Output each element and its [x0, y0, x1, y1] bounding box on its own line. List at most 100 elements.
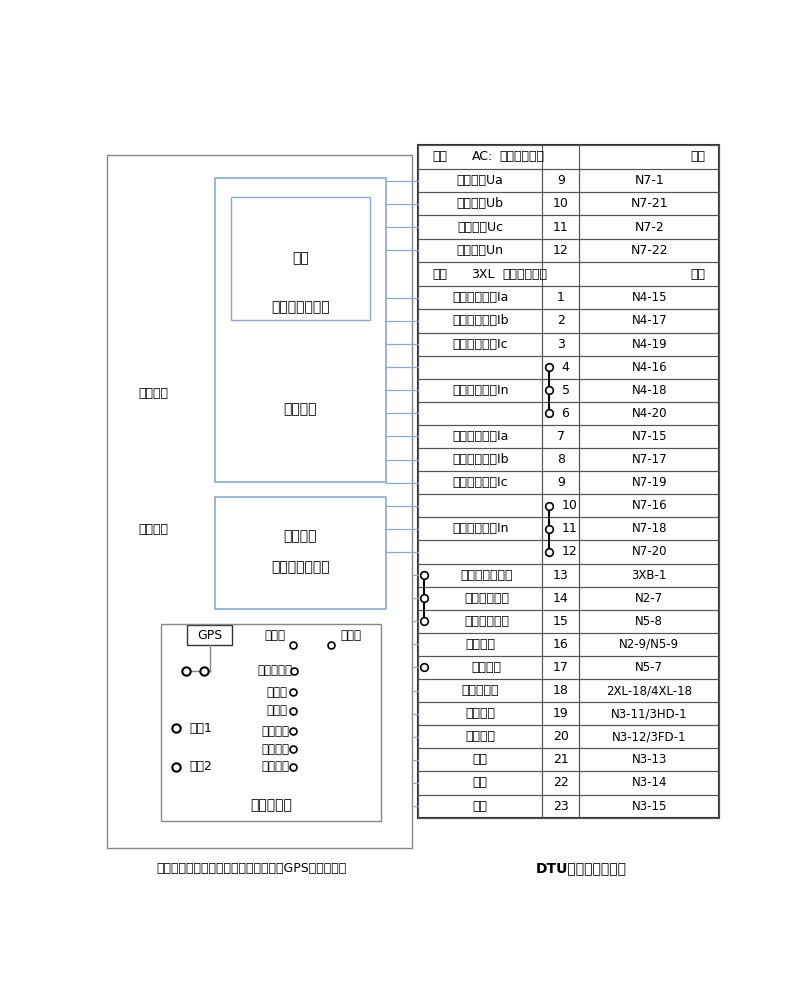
Bar	[418, 587, 541, 610]
Text: 遥信触发: 遥信触发	[138, 523, 168, 536]
Text: N7-22: N7-22	[630, 244, 667, 257]
Bar	[215, 497, 385, 609]
Text: N5-7: N5-7	[634, 661, 662, 674]
Bar	[418, 145, 718, 818]
Bar	[418, 610, 541, 633]
Bar	[579, 379, 718, 402]
Bar	[541, 587, 579, 610]
Bar	[418, 471, 541, 494]
Bar	[215, 178, 385, 482]
Bar	[541, 448, 579, 471]
Text: 保护跳闸公共端: 保护跳闸公共端	[459, 569, 512, 582]
Bar	[579, 610, 718, 633]
Bar	[541, 333, 579, 356]
Text: 合闸出口: 合闸出口	[465, 638, 495, 651]
Text: 遥信合位: 遥信合位	[261, 743, 289, 756]
Bar	[541, 610, 579, 633]
Bar	[579, 748, 718, 771]
Text: 开关合位: 开关合位	[465, 707, 495, 720]
Bar	[107, 155, 412, 848]
Text: 保护电流输入Ib: 保护电流输入Ib	[451, 314, 507, 327]
Text: 11: 11	[561, 522, 577, 535]
Bar	[418, 448, 541, 471]
Text: 17: 17	[552, 661, 568, 674]
Bar	[418, 145, 718, 169]
Text: 8: 8	[556, 453, 565, 466]
Bar	[230, 197, 369, 320]
Text: 3: 3	[556, 338, 564, 351]
Bar	[541, 494, 579, 517]
Bar	[541, 169, 579, 192]
Text: N7-1: N7-1	[634, 174, 663, 187]
Text: 上侧: 上侧	[432, 150, 446, 163]
Text: 2XL-18/4XL-18: 2XL-18/4XL-18	[605, 684, 691, 697]
Bar	[418, 795, 541, 818]
Bar	[418, 679, 541, 702]
Text: AC:: AC:	[471, 150, 493, 163]
Bar	[418, 333, 541, 356]
Text: 遥信: 遥信	[472, 753, 487, 766]
Bar	[418, 402, 541, 425]
Bar	[579, 656, 718, 679]
Text: 测量电流输入Ib: 测量电流输入Ib	[451, 453, 507, 466]
Text: 14: 14	[552, 592, 568, 605]
Text: 遥控电源负: 遥控电源负	[257, 664, 292, 677]
Text: 保护电流输入Ic: 保护电流输入Ic	[452, 338, 507, 351]
Bar	[418, 192, 541, 215]
Bar	[418, 169, 541, 192]
Text: 12: 12	[561, 545, 577, 558]
Bar	[418, 494, 541, 517]
Text: N7-16: N7-16	[630, 499, 666, 512]
Bar	[541, 309, 579, 333]
Bar	[541, 540, 579, 564]
Bar	[418, 725, 541, 748]
Bar	[418, 286, 541, 309]
Text: 测量电流输入Ia: 测量电流输入Ia	[451, 430, 507, 443]
Text: 22: 22	[552, 776, 568, 789]
Bar	[418, 517, 541, 540]
Bar	[541, 192, 579, 215]
Text: 昂立继保测试仪: 昂立继保测试仪	[271, 560, 329, 574]
Text: N2-7: N2-7	[634, 592, 662, 605]
Text: 测量电流: 测量电流	[283, 529, 317, 543]
Text: 测试装置（继保测试仪、动模测试仪、GPS对时装置）: 测试装置（继保测试仪、动模测试仪、GPS对时装置）	[157, 862, 346, 875]
Bar	[579, 771, 718, 795]
Text: 10: 10	[561, 499, 577, 512]
Bar	[579, 356, 718, 379]
Bar	[579, 471, 718, 494]
Text: 遥信触发: 遥信触发	[138, 387, 168, 400]
Text: N5-8: N5-8	[634, 615, 662, 628]
Bar	[541, 656, 579, 679]
Bar	[579, 169, 718, 192]
Bar	[418, 215, 541, 239]
Bar	[579, 540, 718, 564]
Text: 16: 16	[552, 638, 568, 651]
Bar	[579, 239, 718, 262]
Text: N4-15: N4-15	[630, 291, 666, 304]
Text: 遥控分: 遥控分	[267, 704, 287, 717]
Text: 采样电压Uc: 采样电压Uc	[457, 221, 503, 234]
Bar	[579, 448, 718, 471]
Bar	[541, 471, 579, 494]
Text: N7-20: N7-20	[630, 545, 666, 558]
Bar	[541, 679, 579, 702]
Text: N7-21: N7-21	[630, 197, 667, 210]
Bar	[418, 309, 541, 333]
Bar	[541, 425, 579, 448]
Bar	[418, 425, 541, 448]
Bar	[418, 633, 541, 656]
Text: 负电源: 负电源	[263, 629, 284, 642]
Bar	[579, 333, 718, 356]
Text: 电压: 电压	[291, 252, 308, 266]
Text: 交流电源端子: 交流电源端子	[499, 150, 544, 163]
Bar	[541, 356, 579, 379]
Text: N4-19: N4-19	[630, 338, 666, 351]
Bar	[579, 286, 718, 309]
Text: 采样电压Un: 采样电压Un	[456, 244, 503, 257]
Bar	[541, 633, 579, 656]
Bar	[187, 625, 232, 645]
Bar	[579, 192, 718, 215]
Text: 下侧: 下侧	[689, 150, 704, 163]
Bar	[418, 564, 541, 587]
Bar	[579, 587, 718, 610]
